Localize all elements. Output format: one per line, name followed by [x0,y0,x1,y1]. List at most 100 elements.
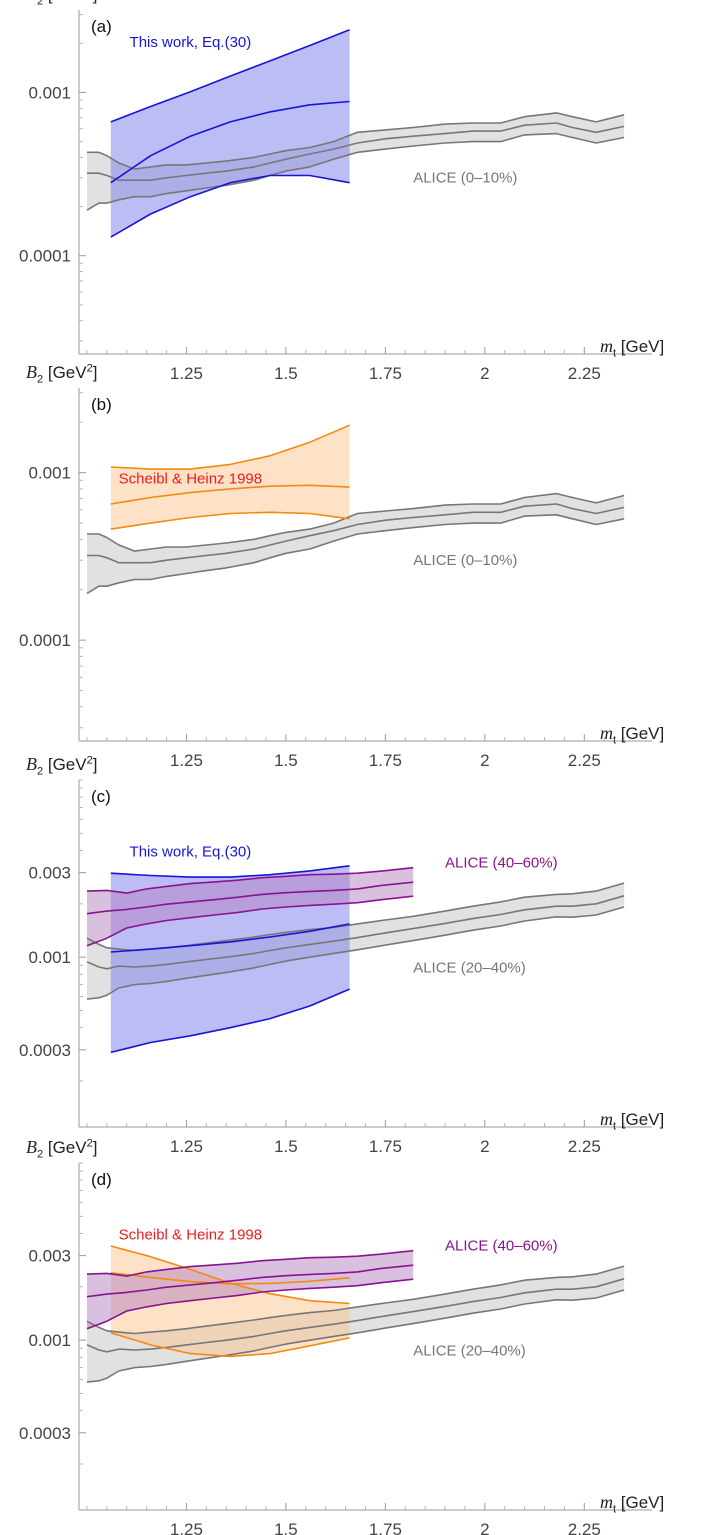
x-tick-label: 2.25 [568,751,601,770]
x-tick-label: 1.75 [369,751,402,770]
x-axis-title: mt [GeV] [600,1492,664,1515]
x-axis-title-unit: [GeV] [616,1110,665,1129]
series-line-lower-1 [110,174,350,238]
panel-label: (d) [91,1170,112,1189]
x-axis-title-subscript: t [613,1503,617,1516]
series-line-mid-0 [86,895,625,970]
x-axis-title-subscript: t [613,1120,617,1133]
x-axis-title-subscript: t [613,347,617,360]
series-line-mid-1 [110,484,350,505]
x-axis-title-symbol: m [600,1109,613,1129]
series-line-upper-2 [86,866,414,894]
y-tick-label: 0.0001 [19,247,71,266]
panel-label: (a) [91,17,112,36]
series-line-upper-0 [86,1265,625,1335]
x-tick-label: 1.25 [170,751,203,770]
x-axis-title: mt [GeV] [600,723,664,746]
series-line-mid-2 [86,881,414,915]
y-axis-title-superscript: 2 [86,362,93,375]
x-axis-title-symbol: m [600,1492,613,1512]
y-axis-title-symbol: B [26,0,37,4]
series-label: ALICE (40–60%) [445,855,558,872]
series-label: ALICE (20–40%) [413,1342,526,1359]
y-axis-title-unit-close: ] [93,0,98,4]
series-line-upper-1 [110,424,350,470]
y-axis-title-subscript: 2 [37,765,44,778]
series-line-upper-0 [87,492,625,552]
y-axis-title-unit: [GeV [43,363,87,382]
series-line-lower-1 [110,511,350,530]
series-label: ALICE (40–60%) [445,1238,558,1255]
x-axis-title-unit: [GeV] [616,337,665,356]
x-tick-label: 2.25 [568,364,601,383]
y-axis-title: B2 [GeV2] [26,1137,97,1160]
series-label: Scheibl & Heinz 1998 [119,471,262,488]
series-line-mid-1 [110,100,350,184]
series-line-upper-2 [86,1249,414,1277]
x-tick-label: 1.25 [170,364,203,383]
x-tick-label: 2 [480,751,489,770]
chart-panel-c: 1.25 1.5 1.75 2 2.25 0.0003 0.001 0.003 (c) ALICE… [19,779,652,1156]
x-tick-label: 2 [480,1137,489,1156]
x-axis-title-symbol: m [600,336,613,356]
chart-panel-d: 1.25 1.5 1.75 2 2.25 0.0003 0.001 0.003 (d) ALICE… [19,1162,652,1535]
x-tick-label: 1.5 [274,1137,298,1156]
y-axis-title-symbol: B [26,754,37,774]
x-axis-title-symbol: m [600,723,613,743]
series-band-1 [110,425,350,530]
y-tick-label: 0.003 [28,1247,71,1266]
y-axis-title-superscript: 2 [86,1137,93,1150]
series-line-mid-0 [87,122,625,181]
y-tick-label: 0.001 [28,1331,71,1350]
x-axis-title-unit: [GeV] [616,1493,665,1512]
series-label: Scheibl & Heinz 1998 [119,1227,262,1244]
x-tick-label: 2.25 [568,1520,601,1535]
series-line-mid-0 [87,503,625,564]
panel-label: (b) [91,395,112,414]
series-line-lower-1 [110,1332,350,1358]
series-label: ALICE (0–10%) [413,552,517,569]
series-line-mid-1 [110,1272,350,1285]
series-line-lower-2 [86,1278,414,1330]
x-axis-title: mt [GeV] [600,336,664,359]
y-axis-title: B2 [GeV2] [26,0,97,7]
y-axis-title: B2 [GeV2] [26,754,97,777]
series-line-mid-0 [86,1278,625,1353]
series-line-lower-1 [110,988,350,1054]
y-axis-title-subscript: 2 [37,0,44,8]
chart-panel-b: 1.25 1.5 1.75 2 2.25 0.0001 0.001 (b) ALICE (0–1… [19,388,652,770]
y-tick-label: 0.001 [28,83,71,102]
x-tick-label: 1.75 [369,1137,402,1156]
y-axis-title-unit-close: ] [92,755,98,774]
y-axis-title-unit: [GeV [43,0,87,4]
series-band-2 [87,867,414,946]
series-line-lower-0 [86,132,625,211]
y-axis-title-symbol: B [26,362,37,382]
series-line-lower-0 [86,1289,625,1383]
y-tick-label: 0.003 [28,864,71,883]
series-band-1 [110,29,350,238]
y-tick-label: 0.001 [28,464,71,483]
panel-label: (c) [91,787,111,806]
y-axis-title-unit-close: ] [92,363,98,382]
y-tick-label: 0.001 [28,948,71,967]
series-line-mid-1 [110,923,350,953]
y-axis-title: B2 [GeV2] [26,362,97,385]
x-tick-label: 1.5 [274,1520,298,1535]
x-axis-title-unit: [GeV] [616,724,665,743]
x-tick-label: 2.25 [568,1137,601,1156]
series-line-upper-1 [110,865,350,878]
y-axis-title-unit: [GeV [43,1138,87,1157]
series-line-lower-2 [86,895,414,947]
y-axis-title-unit-close: ] [92,1138,98,1157]
x-tick-label: 1.75 [369,364,402,383]
y-axis-title-symbol: B [26,1137,37,1157]
series-line-lower-0 [86,513,625,595]
x-tick-label: 2 [480,364,489,383]
y-tick-label: 0.0003 [19,1424,71,1443]
x-tick-label: 1.5 [274,364,298,383]
y-tick-label: 0.0003 [19,1041,71,1060]
y-axis-title-unit: [GeV [43,755,87,774]
x-tick-label: 1.75 [369,1520,402,1535]
